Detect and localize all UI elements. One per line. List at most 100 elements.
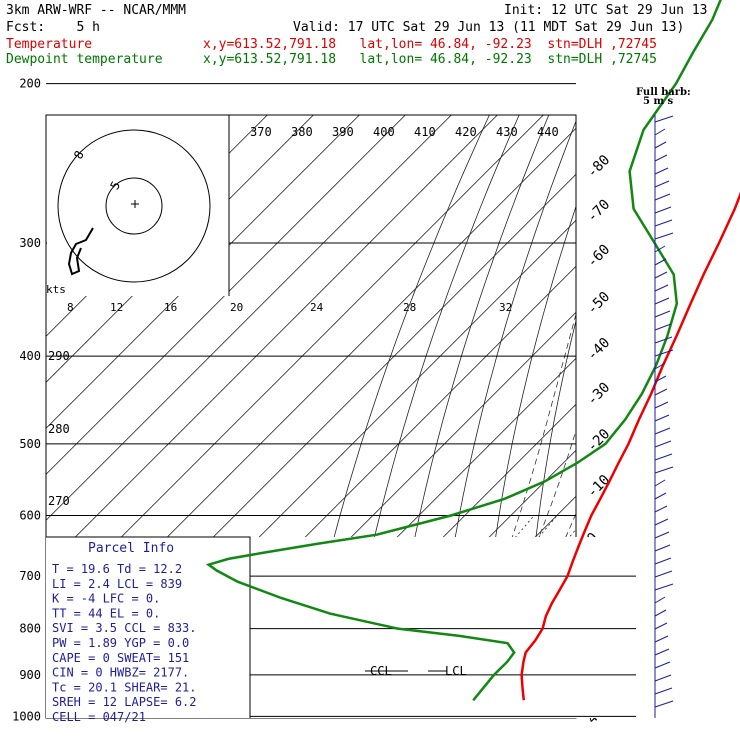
parcel-row: PW = 1.89 YGP = 0.0	[52, 636, 189, 650]
valid-time: Valid: 17 UTC Sat 29 Jun 13 (11 MDT Sat …	[293, 20, 685, 35]
wind-barb	[654, 323, 672, 331]
wind-speed-label: 20	[230, 301, 243, 314]
wind-speed-label: 16	[164, 301, 177, 314]
wind-barb	[654, 700, 674, 708]
wind-barb	[654, 570, 673, 578]
wind-barb	[654, 518, 669, 526]
parcel-title: Parcel Info	[88, 541, 174, 556]
wind-barb	[654, 336, 673, 344]
wind-barb	[654, 674, 672, 682]
temperature-location: x,y=613.52,791.18 lat,lon= 46.84, -92.23…	[203, 37, 657, 52]
wind-barb	[654, 141, 667, 149]
hodograph-center	[131, 200, 139, 208]
theta-label: 280	[48, 422, 70, 436]
isotherm-line	[632, 0, 740, 716]
wind-barb	[654, 362, 666, 370]
wind-barb	[654, 297, 670, 305]
parcel-row: SVI = 3.5 CCL = 833.	[52, 621, 197, 635]
wind-barb	[654, 388, 668, 396]
pressure-label: 500	[19, 437, 41, 451]
theta-label: 420	[455, 125, 477, 139]
theta-label: 290	[48, 349, 70, 363]
pressure-label: 600	[19, 509, 41, 523]
isotherm-label: -50	[584, 289, 613, 318]
wind-barb	[654, 310, 671, 318]
temperature-profile	[520, 191, 740, 701]
theta-label: 400	[373, 125, 395, 139]
model-title: 3km ARW-WRF -- NCAR/MMM	[6, 3, 187, 18]
wind-barb	[654, 583, 674, 591]
wind-barb	[654, 206, 672, 214]
init-time: Init: 12 UTC Sat 29 Jun 13	[504, 3, 708, 18]
wind-barb	[654, 531, 670, 539]
wind-barb	[654, 609, 667, 617]
wind-barb	[654, 557, 672, 565]
isotherm-label: -70	[584, 197, 613, 226]
wind-barb	[654, 648, 670, 656]
pressure-label: 700	[19, 569, 41, 583]
wind-barb	[654, 180, 670, 188]
full-barb-units: 5 m s	[643, 96, 674, 107]
parcel-row: Tc = 20.1 SHEAR= 21.	[52, 680, 197, 694]
theta-label: 370	[250, 125, 272, 139]
wind-barb	[654, 505, 668, 513]
wind-barb	[654, 466, 674, 474]
pressure-label: 1000	[12, 709, 41, 723]
parcel-row: T = 19.6 Td = 12.2	[52, 562, 182, 576]
wind-barb	[654, 271, 668, 279]
isotherm-line	[46, 115, 452, 521]
wind-barb	[654, 414, 670, 422]
hodograph-ring-outer	[57, 129, 211, 283]
theta-label: 390	[332, 125, 354, 139]
theta-label: 270	[48, 494, 70, 508]
wind-barb	[654, 167, 669, 175]
parcel-row: CIN = 0 HWBZ= 2177.	[52, 666, 189, 680]
wind-barb	[654, 427, 671, 435]
wind-speed-label: 24	[310, 301, 324, 314]
dewpoint-location: x,y=613.52,791.18 lat,lon= 46.84, -92.23…	[203, 52, 657, 67]
pressure-label: 400	[19, 349, 41, 363]
isotherm-label: -60	[584, 242, 613, 271]
parcel-row: CAPE = 0 SWEAT= 151	[52, 651, 189, 665]
isotherm-label: -40	[584, 335, 613, 364]
wind-barb	[654, 622, 668, 630]
theta-label: 440	[537, 125, 559, 139]
hodograph-ring-inner	[105, 177, 163, 235]
hodograph-trace	[67, 227, 94, 276]
wind-barb	[654, 479, 666, 487]
wind-speed-label: 12	[110, 301, 123, 314]
dry-adiabat	[657, 0, 740, 736]
wind-barb	[654, 375, 667, 383]
wind-barb	[654, 115, 674, 123]
wind-barb	[654, 596, 666, 604]
wind-barb	[654, 219, 673, 227]
lcl-label: LCL	[445, 664, 467, 678]
wind-speed-label: 8	[67, 301, 74, 314]
dewpoint-legend: Dewpoint temperature	[6, 52, 163, 67]
isotherm-line	[46, 115, 406, 475]
wind-units-label: kts	[46, 283, 66, 296]
pressure-label: 800	[19, 622, 41, 636]
wind-barb	[654, 154, 668, 162]
wind-barb	[654, 245, 666, 253]
parcel-row: CELL = 047/21	[52, 710, 146, 724]
parcel-row: TT = 44 EL = 0.	[52, 606, 160, 620]
wind-barb	[654, 349, 674, 357]
isotherm-line	[678, 0, 740, 716]
wind-barb	[654, 232, 674, 240]
pressure-label: 300	[19, 236, 41, 250]
theta-label: 380	[291, 125, 313, 139]
wind-barb	[654, 401, 669, 409]
wind-barb	[654, 544, 671, 552]
hodograph-bg	[47, 116, 229, 296]
isotherm-label: -80	[584, 152, 613, 181]
hodograph	[47, 115, 230, 296]
isotherm-label: -30	[584, 380, 613, 409]
dry-adiabat	[698, 0, 740, 736]
parcel-row: K = -4 LFC = 0.	[52, 592, 160, 606]
parcel-box-frame	[46, 536, 251, 718]
wind-barb	[654, 128, 666, 136]
full-barb-label: Full barb:	[636, 87, 691, 98]
wind-barb	[654, 193, 671, 201]
